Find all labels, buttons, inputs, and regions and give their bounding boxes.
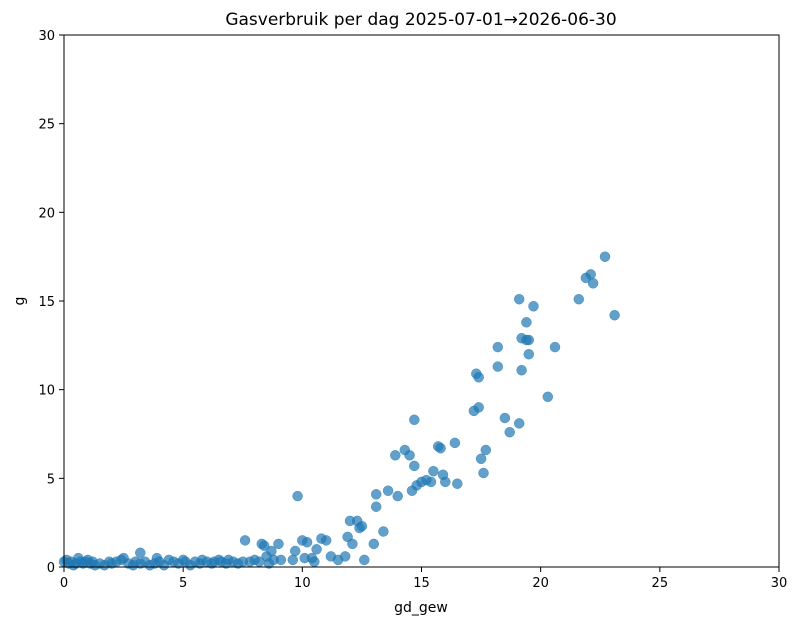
data-point xyxy=(523,334,535,346)
data-point xyxy=(425,476,437,488)
x-tick-label: 15 xyxy=(413,576,430,591)
data-point xyxy=(478,467,489,479)
y-tick-label: 20 xyxy=(38,206,55,221)
data-point xyxy=(409,414,420,426)
data-point xyxy=(440,476,451,488)
data-point xyxy=(585,269,596,280)
y-axis-ticks: 0 5 10 15 20 25 30 xyxy=(38,29,64,576)
y-axis-label: g xyxy=(12,297,28,306)
x-tick-label: 5 xyxy=(179,576,187,591)
data-point xyxy=(292,490,303,502)
data-point xyxy=(599,251,611,262)
data-point xyxy=(473,402,484,413)
data-point xyxy=(239,535,251,546)
x-tick-label: 25 xyxy=(652,576,669,591)
y-tick-label: 5 xyxy=(47,472,55,487)
data-point xyxy=(289,545,301,557)
data-point xyxy=(392,490,403,502)
data-point xyxy=(368,538,380,550)
data-point xyxy=(275,554,287,566)
data-point xyxy=(521,317,532,328)
data-point xyxy=(273,538,284,550)
data-point xyxy=(573,293,585,305)
data-point xyxy=(609,309,620,321)
data-point xyxy=(301,536,313,548)
data-point xyxy=(513,418,525,429)
data-points xyxy=(58,251,620,571)
data-point xyxy=(390,450,401,461)
data-point xyxy=(382,485,394,496)
data-point xyxy=(309,556,320,567)
x-axis-label: gd_gew xyxy=(394,600,448,616)
y-tick-label: 15 xyxy=(38,295,55,310)
x-tick-label: 0 xyxy=(60,576,68,591)
data-point xyxy=(258,540,270,551)
data-point xyxy=(404,450,415,461)
y-tick-label: 10 xyxy=(38,384,55,399)
data-point xyxy=(339,551,351,562)
data-point xyxy=(370,489,382,500)
x-tick-label: 20 xyxy=(532,576,549,591)
data-point xyxy=(287,554,299,566)
data-point xyxy=(356,520,368,532)
data-point xyxy=(492,361,504,372)
data-point xyxy=(499,412,511,424)
x-tick-label: 30 xyxy=(771,576,788,591)
data-point xyxy=(449,437,461,449)
data-point xyxy=(542,391,554,403)
x-tick-label: 10 xyxy=(294,576,311,591)
data-point xyxy=(523,348,535,360)
data-point xyxy=(320,535,332,546)
data-point xyxy=(347,538,358,550)
data-point xyxy=(311,544,322,555)
data-point xyxy=(359,554,370,566)
y-tick-label: 25 xyxy=(38,118,55,133)
data-point xyxy=(587,278,599,289)
data-point xyxy=(473,372,484,383)
y-tick-label: 30 xyxy=(38,29,55,44)
data-point xyxy=(513,293,525,305)
x-axis-ticks: 0 5 10 15 20 25 30 xyxy=(60,567,787,591)
data-point xyxy=(504,426,515,438)
data-point xyxy=(480,444,492,456)
chart-title: Gasverbruik per dag 2025-07-01→2026-06-3… xyxy=(225,10,616,30)
y-tick-label: 0 xyxy=(47,561,55,576)
data-point xyxy=(378,526,389,537)
data-point xyxy=(135,547,146,559)
data-point xyxy=(528,301,539,312)
data-point xyxy=(370,501,382,512)
data-point xyxy=(428,465,439,477)
data-point xyxy=(516,364,527,376)
data-point xyxy=(452,478,463,489)
data-point xyxy=(409,460,420,472)
data-point xyxy=(492,341,504,353)
data-point xyxy=(475,453,487,465)
data-point xyxy=(549,341,561,353)
data-point xyxy=(435,442,446,454)
